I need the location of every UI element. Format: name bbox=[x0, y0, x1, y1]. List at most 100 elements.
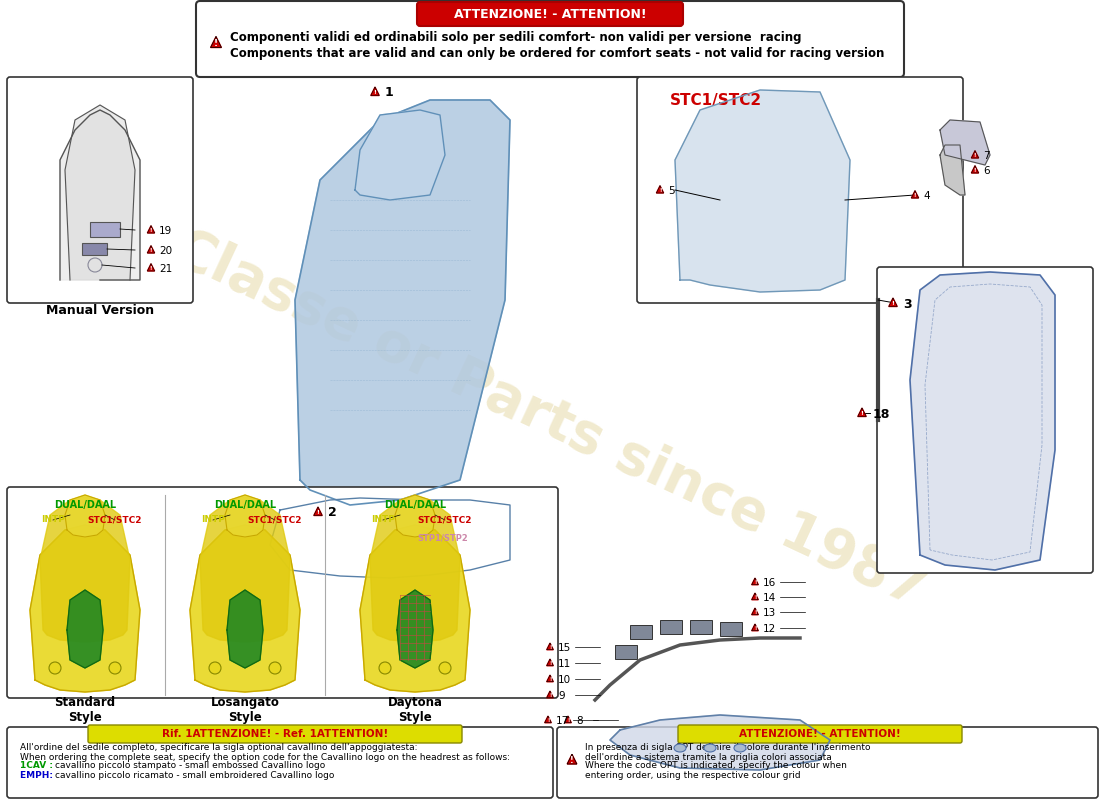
Text: !: ! bbox=[150, 248, 152, 253]
Text: ATTENZIONE! - ATTENTION!: ATTENZIONE! - ATTENTION! bbox=[453, 7, 647, 21]
Text: Rif. 1ATTENZIONE! - Ref. 1ATTENTION!: Rif. 1ATTENZIONE! - Ref. 1ATTENTION! bbox=[162, 729, 388, 739]
Circle shape bbox=[50, 662, 60, 674]
Polygon shape bbox=[751, 578, 758, 585]
Polygon shape bbox=[67, 590, 103, 668]
Polygon shape bbox=[547, 691, 553, 698]
Text: STC1/STC2: STC1/STC2 bbox=[418, 515, 472, 525]
Text: STC1/STC2: STC1/STC2 bbox=[88, 515, 142, 525]
Polygon shape bbox=[370, 497, 460, 642]
Polygon shape bbox=[355, 110, 446, 200]
Bar bbox=[630, 625, 652, 639]
Bar bbox=[660, 620, 682, 634]
FancyBboxPatch shape bbox=[678, 725, 962, 743]
Text: DUAL/DAAL: DUAL/DAAL bbox=[384, 500, 447, 510]
Text: !: ! bbox=[754, 595, 756, 600]
Text: In presenza di sigla OPT definire il colore durante l'inserimento: In presenza di sigla OPT definire il col… bbox=[585, 743, 870, 753]
Text: 8: 8 bbox=[576, 716, 583, 726]
Polygon shape bbox=[295, 100, 510, 505]
Text: 13: 13 bbox=[763, 608, 777, 618]
Polygon shape bbox=[971, 166, 979, 173]
Polygon shape bbox=[547, 643, 553, 650]
Text: 14: 14 bbox=[763, 593, 777, 603]
Text: 2: 2 bbox=[328, 506, 337, 519]
Text: 9: 9 bbox=[558, 691, 564, 701]
Polygon shape bbox=[147, 226, 155, 233]
Polygon shape bbox=[889, 298, 898, 306]
Polygon shape bbox=[60, 110, 140, 280]
Polygon shape bbox=[227, 590, 263, 668]
Text: !: ! bbox=[974, 153, 977, 158]
Polygon shape bbox=[360, 525, 470, 692]
Polygon shape bbox=[568, 754, 576, 764]
Polygon shape bbox=[270, 498, 510, 578]
Text: 19: 19 bbox=[160, 226, 173, 236]
Polygon shape bbox=[371, 87, 380, 95]
Text: EMPH:: EMPH: bbox=[20, 770, 56, 779]
Text: 11: 11 bbox=[558, 659, 571, 669]
Text: INTP: INTP bbox=[201, 515, 224, 525]
Text: ATTENZIONE! - ATTENTION!: ATTENZIONE! - ATTENTION! bbox=[739, 729, 901, 739]
Text: INTP: INTP bbox=[41, 515, 65, 525]
Polygon shape bbox=[751, 593, 758, 600]
Text: !: ! bbox=[549, 661, 551, 666]
FancyBboxPatch shape bbox=[877, 267, 1093, 573]
Text: 20: 20 bbox=[160, 246, 172, 256]
Text: 7: 7 bbox=[983, 151, 990, 161]
FancyBboxPatch shape bbox=[7, 727, 553, 798]
Polygon shape bbox=[190, 525, 300, 692]
Polygon shape bbox=[544, 716, 551, 722]
Text: !: ! bbox=[566, 718, 569, 723]
Polygon shape bbox=[912, 190, 918, 198]
Text: Standard
Style: Standard Style bbox=[54, 696, 116, 724]
Text: 1CAV :: 1CAV : bbox=[20, 762, 56, 770]
Text: !: ! bbox=[659, 188, 661, 193]
Text: !: ! bbox=[754, 626, 756, 631]
Polygon shape bbox=[547, 675, 553, 682]
Text: Losangato
Style: Losangato Style bbox=[210, 696, 279, 724]
Text: Manual Version: Manual Version bbox=[46, 303, 154, 317]
Polygon shape bbox=[40, 497, 130, 642]
Polygon shape bbox=[940, 145, 965, 195]
Polygon shape bbox=[397, 590, 433, 668]
Text: !: ! bbox=[570, 756, 574, 766]
Text: Componenti validi ed ordinabili solo per sedili comfort- non validi per versione: Componenti validi ed ordinabili solo per… bbox=[230, 31, 802, 45]
Text: !: ! bbox=[150, 228, 152, 233]
Circle shape bbox=[270, 662, 280, 674]
Polygon shape bbox=[147, 264, 155, 271]
Polygon shape bbox=[30, 525, 140, 692]
Text: 21: 21 bbox=[160, 264, 173, 274]
Polygon shape bbox=[971, 150, 979, 158]
Polygon shape bbox=[210, 37, 221, 47]
Text: entering order, using the respective colour grid: entering order, using the respective col… bbox=[585, 770, 801, 779]
FancyBboxPatch shape bbox=[417, 2, 683, 26]
Polygon shape bbox=[314, 507, 322, 515]
Text: 16: 16 bbox=[763, 578, 777, 588]
Text: 5: 5 bbox=[668, 186, 674, 196]
Text: 4: 4 bbox=[923, 191, 930, 201]
Text: STC1/STC2: STC1/STC2 bbox=[248, 515, 302, 525]
Text: !: ! bbox=[754, 610, 756, 615]
FancyBboxPatch shape bbox=[196, 1, 904, 77]
Text: DUAL/DAAL: DUAL/DAAL bbox=[213, 500, 276, 510]
Circle shape bbox=[209, 662, 221, 674]
Polygon shape bbox=[858, 408, 866, 417]
Text: !: ! bbox=[317, 510, 319, 515]
Ellipse shape bbox=[674, 744, 686, 752]
Polygon shape bbox=[910, 272, 1055, 570]
FancyBboxPatch shape bbox=[557, 727, 1098, 798]
Text: cavallino piccolo ricamato - small embroidered Cavallino logo: cavallino piccolo ricamato - small embro… bbox=[55, 770, 334, 779]
Text: STC1/STC2: STC1/STC2 bbox=[670, 93, 762, 107]
Text: !: ! bbox=[549, 693, 551, 698]
Text: dell'ordine a sistema tramite la griglia colori associata: dell'ordine a sistema tramite la griglia… bbox=[585, 753, 832, 762]
Text: 1: 1 bbox=[385, 86, 394, 99]
Polygon shape bbox=[147, 246, 155, 253]
Text: 17: 17 bbox=[556, 716, 570, 726]
Text: !: ! bbox=[860, 411, 864, 416]
Polygon shape bbox=[564, 716, 571, 722]
Text: 3: 3 bbox=[903, 298, 912, 310]
Polygon shape bbox=[940, 120, 990, 165]
Text: !: ! bbox=[150, 266, 152, 271]
Polygon shape bbox=[675, 90, 850, 292]
Circle shape bbox=[109, 662, 121, 674]
Text: !: ! bbox=[549, 677, 551, 682]
